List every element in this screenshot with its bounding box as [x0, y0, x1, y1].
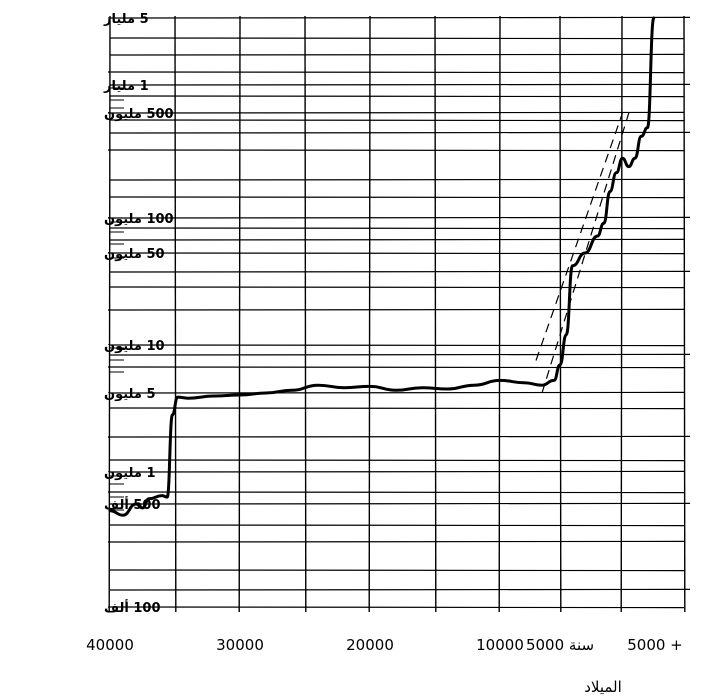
grid-hline: [107, 435, 691, 438]
grid-hline: [109, 524, 685, 527]
y-tick-label: 5 مليون: [104, 387, 155, 402]
grid-hline: [109, 83, 691, 86]
x-tick-label: 30000: [216, 636, 264, 654]
x-tick-label: سنة 5000: [526, 636, 594, 654]
grid-hline: [107, 308, 685, 311]
grid-vline: [368, 15, 371, 613]
grid-hline: [107, 71, 685, 74]
y-tick-label: 1 مليار: [103, 79, 149, 94]
grid-hline: [109, 391, 685, 394]
grid-vline: [238, 15, 241, 613]
grid-hline: [109, 569, 685, 572]
grid-hline: [109, 407, 685, 410]
grid-hline: [109, 353, 691, 356]
series-line-dashed-trend-2: [541, 112, 630, 394]
grid-hline: [109, 95, 685, 98]
grid-vline: [559, 15, 562, 613]
grid-hline: [107, 491, 685, 494]
x-tick-label: 10000: [476, 636, 524, 654]
grid-hline: [107, 252, 685, 255]
grid-vline: [498, 15, 501, 613]
grid-hline: [109, 286, 685, 289]
label-layer: الميلاد 5 مليار 1 مليار 500 مليون 100 مليون…: [86, 12, 683, 696]
series-line-population: [108, 16, 656, 517]
y-tick-label: 500 ألف: [104, 496, 161, 513]
grid-hline: [107, 366, 685, 369]
grid-hline: [109, 502, 691, 505]
grid-vline: [620, 15, 623, 613]
y-tick-label: 10 مليون: [104, 339, 165, 354]
grid-hline: [109, 270, 691, 273]
grid-hline: [109, 119, 685, 122]
grid-vline: [108, 15, 111, 613]
x-axis-title: الميلاد: [584, 678, 622, 696]
grid-vline: [174, 15, 177, 613]
grid-layer: [107, 15, 691, 613]
grid-hline: [107, 149, 685, 152]
grid-hline: [109, 588, 691, 591]
grid-hline: [107, 216, 691, 219]
grid-hline: [109, 470, 685, 473]
y-tick-label: 500 مليون: [104, 107, 174, 122]
grid-hline: [109, 459, 685, 462]
grid-hline: [109, 131, 691, 134]
y-tick-label: 100 مليون: [104, 212, 174, 227]
y-tick-label: 5 مليار: [103, 12, 149, 27]
grid-hline: [109, 238, 685, 241]
grid-hline: [107, 540, 685, 543]
grid-hline: [107, 606, 685, 609]
y-tick-label: 100 ألف: [104, 599, 161, 616]
grid-hline: [109, 53, 685, 56]
grid-hline: [109, 344, 685, 347]
series-line-dashed-trend-1: [535, 112, 624, 361]
y-tick-label: 50 مليون: [104, 247, 165, 262]
grid-hline: [109, 227, 685, 230]
grid-hline: [109, 196, 685, 199]
series-layer: [108, 16, 656, 517]
y-tick-label: 1 مليون: [104, 466, 155, 481]
grid-vline: [683, 15, 686, 613]
grid-vline: [434, 15, 437, 613]
grid-hline: [107, 111, 685, 114]
x-tick-label: 5000 +: [627, 636, 683, 654]
grid-hline: [109, 37, 685, 40]
grid-vline: [304, 15, 307, 613]
x-tick-label: 40000: [86, 636, 134, 654]
grid-hline: [107, 16, 691, 19]
x-tick-label: 20000: [346, 636, 394, 654]
grid-hline: [109, 178, 685, 181]
